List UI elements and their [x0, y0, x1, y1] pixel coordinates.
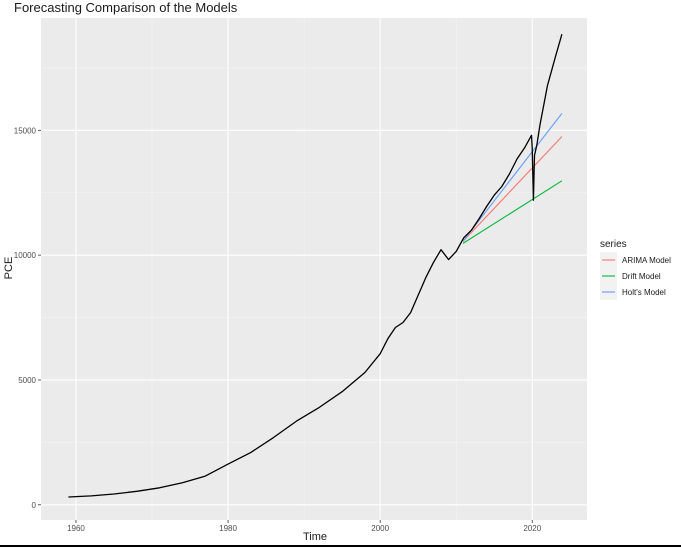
legend: series ARIMA Model Drift Model Holt's Mode… — [600, 239, 671, 300]
series-line-drift-model — [462, 180, 563, 244]
legend-label: Holt's Model — [622, 288, 666, 297]
x-axis-title: Time — [303, 531, 327, 543]
observed-line — [68, 34, 563, 498]
y-tick-label: 15000 — [14, 126, 37, 135]
x-tick-label: 2000 — [371, 524, 389, 533]
y-tick-label: 0 — [32, 501, 37, 510]
x-tick-label: 2020 — [523, 524, 541, 533]
legend-title: series — [600, 239, 627, 250]
legend-label: Drift Model — [622, 272, 661, 281]
y-tick-label: 10000 — [14, 251, 37, 260]
forecast-lines — [462, 113, 563, 244]
series-line-holt-s-model — [462, 113, 563, 242]
y-tick-label: 5000 — [18, 376, 36, 385]
plot-panel — [41, 18, 587, 520]
observed-pce-line — [68, 34, 563, 498]
series-line-arima-model — [462, 136, 563, 242]
y-axis-title: PCE — [3, 257, 15, 280]
bottom-border — [0, 545, 681, 547]
legend-label: ARIMA Model — [622, 256, 671, 265]
grid-minor — [41, 18, 587, 520]
y-axis: 0 5000 10000 15000 — [14, 126, 41, 510]
grid-major — [41, 18, 587, 520]
chart-title: Forecasting Comparison of the Models — [14, 0, 238, 15]
x-tick-label: 1960 — [67, 524, 85, 533]
x-axis: 1960 1980 2000 2020 — [67, 520, 542, 533]
x-tick-label: 1980 — [219, 524, 237, 533]
